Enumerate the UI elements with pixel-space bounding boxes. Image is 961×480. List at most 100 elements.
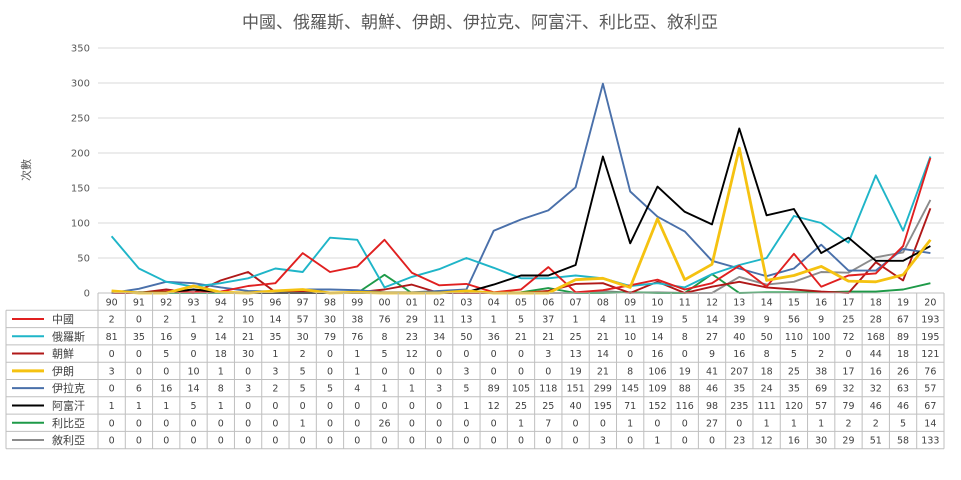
y-tick-label: 350 [71,44,90,55]
data-label: 57 [924,384,936,395]
data-label: 14 [187,384,199,395]
data-label: 25 [542,401,554,412]
data-label: 18 [761,366,773,377]
data-label: 5 [900,418,906,429]
data-label: 1 [573,314,579,325]
data-label: 5 [518,314,524,325]
data-label: 299 [594,384,612,395]
data-label: 0 [409,418,415,429]
data-label: 0 [682,418,688,429]
data-label: 1 [463,401,469,412]
data-label: 106 [648,366,666,377]
data-label: 1 [409,384,415,395]
data-label: 0 [382,366,388,377]
data-label: 0 [327,436,333,447]
data-label: 35 [269,332,281,343]
data-label: 1 [300,418,306,429]
data-label: 0 [109,349,115,360]
data-label: 0 [736,418,742,429]
data-label: 21 [597,366,609,377]
x-tick-label: 98 [324,298,336,309]
data-label: 25 [570,332,582,343]
x-tick-label: 05 [515,298,527,309]
data-label: 111 [758,401,776,412]
data-label: 0 [573,418,579,429]
data-label: 133 [921,436,939,447]
data-label: 3 [272,366,278,377]
y-axis-ticks: 0 50 100 150 200 250 300 350 [71,44,90,300]
data-label: 0 [518,436,524,447]
data-label: 76 [379,314,391,325]
data-label: 8 [682,332,688,343]
data-label: 19 [651,314,663,325]
data-label: 26 [897,366,909,377]
data-label: 100 [812,332,830,343]
data-label: 1 [354,349,360,360]
data-label: 2 [845,418,851,429]
data-label: 30 [815,436,827,447]
data-label: 10 [187,366,199,377]
data-label: 12 [761,436,773,447]
data-label: 0 [136,418,142,429]
data-label: 0 [245,401,251,412]
data-label: 0 [654,418,660,429]
data-label: 0 [573,436,579,447]
data-label: 121 [921,349,939,360]
data-label: 28 [870,314,882,325]
data-label: 0 [627,436,633,447]
data-label: 0 [409,401,415,412]
data-label: 0 [436,366,442,377]
x-tick-label: 94 [215,298,227,309]
data-label: 9 [764,314,770,325]
data-label: 63 [897,384,909,395]
series-name: 敘利亞 [52,433,85,447]
data-label: 9 [818,314,824,325]
data-label: 0 [545,436,551,447]
x-tick-label: 91 [133,298,145,309]
data-label: 35 [788,384,800,395]
data-label: 1 [518,418,524,429]
data-label: 98 [706,401,718,412]
data-label: 79 [324,332,336,343]
data-label: 37 [542,314,554,325]
data-label: 89 [897,332,909,343]
data-label: 0 [300,401,306,412]
data-label: 0 [682,349,688,360]
data-label: 0 [491,418,497,429]
x-tick-label: 12 [706,298,718,309]
x-tick-label: 19 [897,298,909,309]
data-label: 46 [706,384,718,395]
data-label: 5 [327,384,333,395]
data-label: 0 [327,418,333,429]
data-label: 79 [842,401,854,412]
data-label: 1 [818,418,824,429]
data-label: 13 [570,349,582,360]
x-tick-label: 02 [433,298,445,309]
data-label: 0 [463,436,469,447]
data-label: 1 [218,366,224,377]
data-label: 0 [190,349,196,360]
data-label: 0 [272,401,278,412]
data-label: 21 [242,332,254,343]
data-label: 118 [539,384,557,395]
data-label: 18 [215,349,227,360]
series-name: 伊拉克 [52,381,85,395]
data-label: 7 [545,418,551,429]
data-label: 23 [733,436,745,447]
data-label: 40 [733,332,745,343]
data-label: 0 [382,436,388,447]
data-label: 12 [488,401,500,412]
data-label: 76 [351,332,363,343]
x-tick-label: 99 [351,298,363,309]
data-label: 46 [870,401,882,412]
data-label: 21 [542,332,554,343]
x-tick-label: 93 [187,298,199,309]
data-label: 0 [109,436,115,447]
data-label: 0 [163,418,169,429]
data-label: 71 [624,401,636,412]
data-label: 2 [218,314,224,325]
data-label: 16 [160,332,172,343]
data-label: 0 [109,418,115,429]
y-tick-label: 100 [71,219,90,230]
